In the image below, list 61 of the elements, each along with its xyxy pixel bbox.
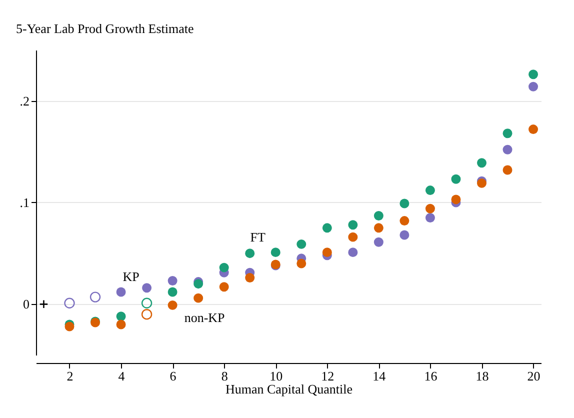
x-tick-label: 6: [170, 368, 177, 384]
point: [219, 282, 229, 292]
point: [90, 292, 101, 302]
point: [141, 298, 152, 308]
x-tick-label: 16: [424, 368, 438, 384]
point: [219, 262, 229, 272]
point: [502, 128, 512, 138]
point: [116, 312, 126, 322]
series-label: non-KP: [184, 310, 225, 326]
point: [39, 300, 48, 309]
point: [425, 186, 435, 196]
point: [348, 220, 358, 230]
point: [374, 223, 384, 233]
point: [374, 210, 384, 220]
x-tick-label: 2: [66, 368, 74, 384]
point: [348, 232, 358, 242]
x-axis-title: Human Capital Quantile: [225, 382, 353, 396]
point: [168, 287, 178, 297]
point: [502, 165, 512, 175]
x-tick-label: 12: [321, 368, 334, 384]
x-tick-label: 10: [270, 368, 283, 384]
point: [425, 213, 435, 222]
point: [374, 237, 384, 247]
x-tick-label: 14: [372, 368, 386, 384]
point: [168, 276, 178, 286]
point: [400, 216, 410, 226]
y-tick-label: 0: [23, 296, 30, 312]
series-label: KP: [122, 268, 140, 284]
chart-title: 5-Year Lab Prod Growth Estimate: [16, 21, 194, 36]
point: [476, 158, 486, 168]
x-tick-label: 20: [527, 368, 540, 384]
y-tick-label: .2: [20, 93, 30, 108]
point: [245, 273, 255, 282]
point: [168, 300, 178, 310]
point: [400, 230, 410, 240]
point: [502, 144, 512, 154]
point: [270, 248, 280, 258]
point: [141, 309, 152, 320]
point: [296, 239, 306, 249]
point: [528, 124, 538, 134]
point: [425, 204, 435, 214]
point: [400, 198, 410, 208]
point: [322, 248, 332, 258]
point: [64, 298, 75, 308]
point: [451, 174, 461, 184]
point: [528, 82, 538, 92]
point: [451, 194, 461, 204]
x-tick-label: 18: [476, 368, 489, 384]
point: [116, 287, 126, 297]
point: [322, 223, 332, 233]
point: [245, 248, 255, 258]
point: [528, 70, 538, 80]
point: [348, 248, 358, 258]
point: [194, 293, 204, 303]
point: [296, 258, 306, 268]
x-tick-label: 4: [118, 368, 126, 384]
series-label: FT: [250, 229, 266, 244]
point: [142, 283, 152, 293]
point: [116, 320, 126, 330]
y-tick-label: .1: [20, 195, 30, 210]
x-tick-label: 8: [221, 368, 228, 384]
